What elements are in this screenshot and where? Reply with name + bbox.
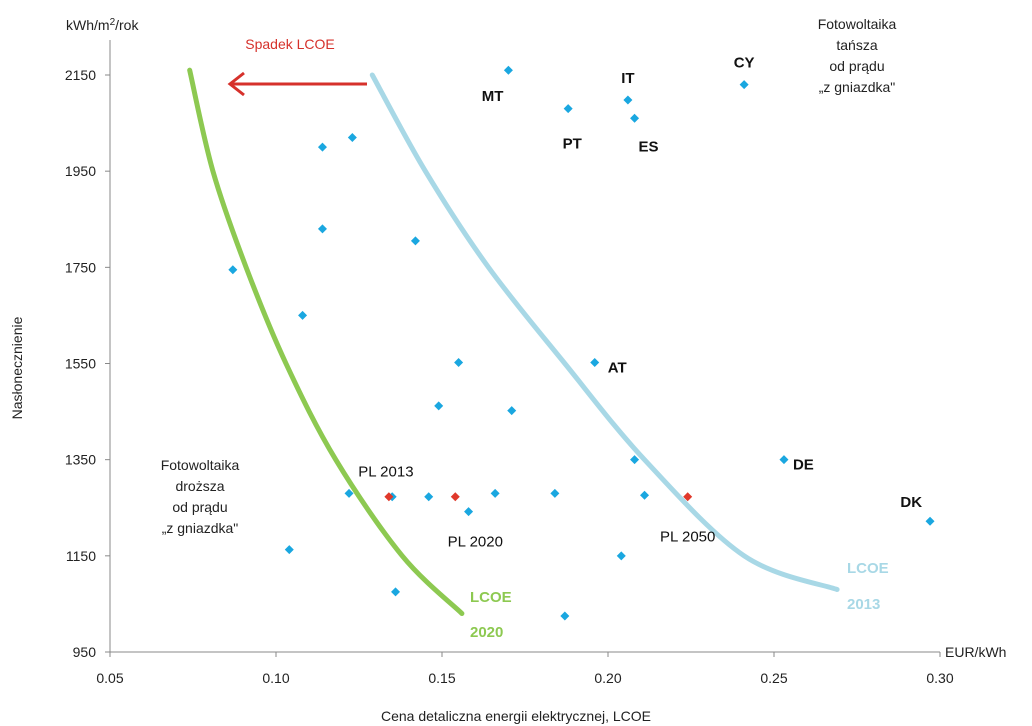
x-tick-label: 0.10 (262, 670, 289, 686)
lcoe-2020-curve (187, 67, 465, 617)
y-tick-label: 950 (73, 644, 97, 660)
svg-text:tańsza: tańsza (836, 37, 877, 53)
country-point (344, 488, 354, 498)
country-point (424, 492, 434, 502)
y-tick-label: 2150 (65, 67, 96, 83)
country-point (490, 488, 500, 498)
y-unit-label: kWh/m2/rok (66, 17, 139, 33)
country-point (590, 358, 600, 368)
country-point (347, 133, 357, 143)
country-point (560, 611, 570, 621)
country-point (630, 113, 640, 123)
poland-point (450, 492, 460, 502)
x-tick-label: 0.05 (96, 670, 123, 686)
poland-label: PL 2013 (358, 464, 413, 481)
note-cheaper: Fotowoltaika tańsza od prądu „z gniazdka… (818, 16, 897, 95)
country-point (623, 95, 633, 105)
poland-label: PL 2050 (660, 529, 715, 546)
y-tick-label: 1950 (65, 163, 96, 179)
lcoe-2013-label-line1: LCOE (847, 560, 889, 577)
lcoe-2020-label-line1: LCOE (470, 589, 512, 606)
note-more-expensive: Fotowoltaika droższa od prądu „z gniazdk… (161, 457, 240, 536)
svg-text:„z gniazdka": „z gniazdka" (162, 520, 239, 536)
x-tick-label: 0.30 (926, 670, 953, 686)
y-tick-label: 1350 (65, 452, 96, 468)
country-point (298, 310, 308, 320)
svg-text:Fotowoltaika: Fotowoltaika (161, 457, 240, 473)
svg-text:droższa: droższa (175, 478, 224, 494)
svg-text:Fotowoltaika: Fotowoltaika (818, 16, 897, 32)
country-point (317, 142, 327, 152)
lcoe-2013-label-line2: 2013 (847, 596, 880, 613)
country-label: MT (482, 88, 504, 105)
country-point (391, 587, 401, 597)
arrow-label: Spadek LCOE (245, 36, 335, 52)
country-point (739, 80, 749, 90)
country-point (434, 401, 444, 411)
country-label: ES (639, 138, 659, 155)
country-point (503, 65, 513, 75)
country-label: IT (621, 70, 634, 87)
country-label: DK (900, 494, 922, 511)
svg-text:od prądu: od prądu (829, 58, 884, 74)
country-point (464, 507, 474, 517)
country-point (640, 490, 650, 500)
x-tick-label: 0.20 (594, 670, 621, 686)
y-tick-label: 1550 (65, 356, 96, 372)
country-label: PT (563, 136, 582, 153)
x-unit-label: EUR/kWh (945, 644, 1006, 660)
country-label: DE (793, 457, 814, 474)
poland-point (384, 492, 394, 502)
country-point (317, 224, 327, 234)
country-point (630, 455, 640, 465)
country-point (410, 236, 420, 246)
svg-text:„z gniazdka": „z gniazdka" (819, 79, 896, 95)
country-label: AT (608, 360, 627, 377)
y-tick-label: 1750 (65, 259, 96, 275)
lcoe-2013-curve (369, 72, 840, 592)
data-points: MT PT IT ES CY AT DE DK PL 2013 PL 2020 PL 2050 (228, 55, 935, 621)
poland-label: PL 2020 (448, 534, 503, 551)
country-point (550, 488, 560, 498)
lcoe-curves (187, 67, 840, 617)
x-tick-label: 0.25 (760, 670, 787, 686)
x-tick-label: 0.15 (428, 670, 455, 686)
poland-point (683, 492, 693, 502)
lcoe-decline-arrow (227, 71, 367, 97)
country-point (228, 265, 238, 275)
country-point (779, 455, 789, 465)
country-point (454, 358, 464, 368)
lcoe-2020-label-line2: 2020 (470, 624, 503, 641)
x-axis-title: Cena detaliczna energii elektrycznej, LC… (381, 708, 651, 724)
y-axis-title: Nasłonecznienie (9, 316, 25, 419)
country-label: CY (734, 55, 755, 72)
country-point (284, 545, 294, 555)
svg-text:od prądu: od prądu (172, 499, 227, 515)
country-point (925, 516, 935, 526)
country-point (616, 551, 626, 561)
country-point (563, 104, 573, 114)
country-point (507, 406, 517, 416)
y-tick-label: 1150 (66, 548, 96, 564)
axis-ticks: 0.05 0.10 0.15 0.20 0.25 0.30 950 1150 1350 1550 1… (65, 67, 954, 686)
